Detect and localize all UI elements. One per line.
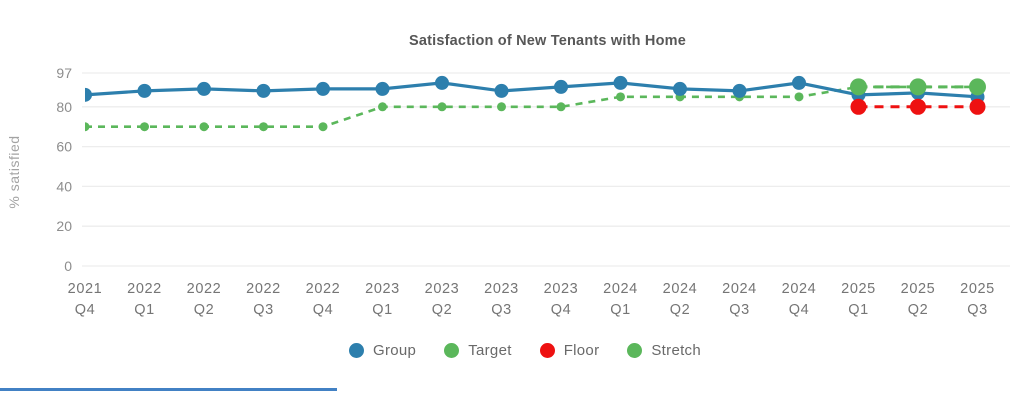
- series-group-point-2022-q3: [256, 83, 271, 98]
- series-target-line: [85, 85, 978, 128]
- legend-label: Group: [372, 341, 417, 359]
- series-floor-point-2025-q3: [969, 98, 986, 115]
- series-target-point-2023-q4: [556, 102, 566, 112]
- legend-dot-floor: [539, 342, 555, 358]
- legend-dot-target: [444, 342, 460, 358]
- series-target-point-2022-q1: [140, 122, 149, 132]
- series-group-point-2024-q3: [732, 83, 747, 98]
- x-tick-label-2024-q1: 2024 Q1: [603, 281, 638, 318]
- series-target-point-2024-q4: [794, 92, 804, 102]
- series-group-point-2023-q4: [554, 79, 568, 94]
- x-tick-label-2023-q4: 2023 Q4: [544, 281, 579, 318]
- series-target-point-2023-q1: [378, 102, 387, 112]
- series-target-point-2023-q3: [497, 102, 506, 112]
- series-floor-point-2025-q1: [850, 98, 867, 115]
- legend-label: Stretch: [651, 341, 701, 359]
- series-stretch-point-2025-q1: [850, 78, 867, 96]
- series-stretch: [850, 78, 986, 96]
- x-tick-label-2022-q3: 2022 Q3: [246, 281, 281, 318]
- series-group-point-2021-q4: [85, 87, 92, 102]
- legend-item-target[interactable]: Target: [444, 342, 512, 359]
- y-tick-label-0: 0: [64, 258, 72, 274]
- series-group-point-2022-q1: [137, 83, 152, 98]
- y-tick-label-80: 80: [56, 99, 72, 115]
- series-target-point-2022-q2: [199, 122, 209, 132]
- legend-item-stretch[interactable]: Stretch: [627, 342, 701, 359]
- series-group-point-2023-q3: [494, 83, 509, 98]
- series-group-line: [85, 81, 978, 99]
- legend-item-floor[interactable]: Floor: [539, 341, 600, 359]
- x-tick-label-2024-q3: 2024 Q3: [722, 281, 757, 318]
- plot-area: [85, 75, 986, 132]
- series-target-point-2024-q1: [616, 92, 625, 102]
- chart-legend: Group Target Floor Stretch: [0, 336, 1024, 364]
- gridlines: [82, 72, 1010, 267]
- series-group-point-2024-q1: [613, 75, 628, 90]
- series-target-point-2022-q3: [259, 122, 268, 132]
- series-group: [85, 75, 985, 104]
- y-tick-label-20: 20: [56, 218, 72, 234]
- x-tick-label-2024-q4: 2024 Q4: [782, 281, 817, 318]
- series-target-point-2022-q4: [318, 122, 328, 132]
- series-group-point-2024-q2: [673, 81, 687, 96]
- series-floor-point-2025-q2: [910, 98, 926, 115]
- x-tick-label-2022-q2: 2022 Q2: [187, 281, 222, 318]
- x-tick-label-2024-q2: 2024 Q2: [663, 281, 698, 318]
- y-axis-tick-labels: 0 20 40 60 80 97: [56, 65, 72, 274]
- y-tick-label-97: 97: [56, 65, 72, 81]
- x-tick-label-2025-q1: 2025 Q1: [841, 281, 876, 318]
- x-tick-label-2022-q4: 2022 Q4: [306, 281, 341, 318]
- x-tick-label-2023-q3: 2023 Q3: [484, 281, 519, 318]
- x-tick-label-2023-q1: 2023 Q1: [365, 281, 400, 318]
- y-tick-label-60: 60: [56, 139, 72, 155]
- series-target: [85, 82, 982, 132]
- x-tick-label-2021-q4: 2021 Q4: [68, 281, 103, 318]
- series-stretch-point-2025-q3: [969, 78, 986, 96]
- series-floor: [850, 98, 986, 115]
- legend-dot-stretch: [627, 342, 643, 358]
- x-tick-label-2025-q2: 2025 Q2: [901, 281, 936, 318]
- x-tick-label-2023-q2: 2023 Q2: [425, 281, 460, 318]
- x-axis-tick-labels: 2021 Q4 2022 Q1 2022 Q2 2022 Q3 2022 Q4 2023 Q1 2023…: [68, 281, 995, 318]
- series-group-point-2023-q2: [435, 75, 449, 90]
- series-stretch-point-2025-q2: [909, 78, 927, 96]
- x-tick-label-2025-q3: 2025 Q3: [960, 281, 995, 318]
- chart-title: Satisfaction of New Tenants with Home: [408, 33, 687, 49]
- legend-label: Floor: [563, 341, 600, 359]
- series-group-point-2024-q4: [792, 75, 806, 90]
- bottom-accent-line: [0, 388, 337, 391]
- line-chart: 0 20 40 60 80 97 2021 Q4 2022 Q1 2022 Q2 2022 Q3 2022 Q…: [56, 65, 1010, 318]
- series-target-point-2021-q4: [85, 122, 90, 132]
- series-target-point-2023-q2: [437, 102, 447, 112]
- x-tick-label-2022-q1: 2022 Q1: [127, 281, 162, 318]
- legend-label: Target: [468, 341, 512, 359]
- series-group-point-2022-q4: [316, 81, 330, 96]
- legend-dot-group: [348, 342, 364, 358]
- y-tick-label-40: 40: [56, 178, 72, 194]
- series-group-point-2022-q2: [197, 81, 211, 96]
- legend-item-group[interactable]: Group: [348, 341, 417, 359]
- series-group-point-2023-q1: [375, 81, 390, 96]
